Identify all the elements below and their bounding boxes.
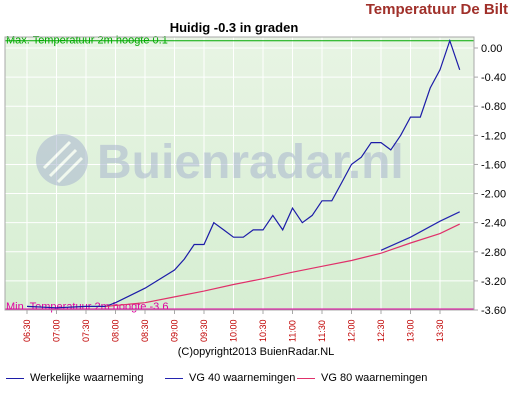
watermark-logo: Buienradar.nl [36,134,404,189]
legend-swatch-vg80 [297,377,315,379]
x-tick-label: 08:00 [111,319,121,342]
legend-label-actual: Werkelijke waarneming [30,372,144,384]
max-temperature-label: Max. Temperatuur 2m hoogte 0.1 [6,35,168,47]
x-tick-label: 12:00 [347,319,357,342]
x-tick-label: 11:00 [288,320,298,342]
legend-item-vg40: VG 40 waarnemingen [165,371,295,385]
x-tick-label: 06:30 [22,319,32,342]
x-tick-label: 08:30 [140,319,150,342]
series-vg40-line [380,211,460,251]
x-tick-label: 11:30 [317,320,327,342]
x-tick-label: 07:30 [81,319,91,342]
x-tick-label: 07:00 [52,319,62,342]
plot-border [4,36,475,311]
x-tick-label: 10:30 [258,319,268,342]
y-tick-label: -2.40 [481,218,506,230]
legend-label-vg40: VG 40 waarnemingen [189,372,296,384]
series-vg80-line [105,223,460,307]
chart-title: Huidig -0.3 in graden [170,20,299,35]
legend-label-vg80: VG 80 waarnemingen [321,372,428,384]
y-tick-label: -3.20 [481,276,506,288]
y-tick-label: -2.00 [481,189,506,201]
copyright-text: (C)opyright2013 BuienRadar.NL [177,346,335,358]
y-tick-label: -0.40 [481,72,506,84]
legend-item-vg80: VG 80 waarnemingen [297,371,427,385]
y-tick-label: 0.00 [481,43,502,55]
series-actual-line [26,38,461,309]
y-tick-label: -0.80 [481,101,506,113]
x-tick-label: 10:00 [229,319,239,342]
x-axis: 06:30 07:00 07:30 08:00 08:30 09:00 09:30 10:00… [22,310,445,342]
legend-item-actual: Werkelijke waarneming [6,371,144,385]
y-axis: 0.00 -0.40 -0.80 -1.20 -1.60 -2.00 -2.40 -2.80 -… [474,43,506,317]
x-tick-label: 12:30 [376,319,386,342]
legend-swatch-vg40 [165,377,183,379]
y-tick-label: -1.20 [481,130,506,142]
x-tick-label: 13:00 [406,319,416,342]
y-tick-label: -2.80 [481,247,506,259]
header-title: Temperatuur De Bilt [365,1,508,18]
y-tick-label: -1.60 [481,159,506,171]
y-tick-label: -3.60 [481,305,506,317]
x-tick-label: 13:30 [435,319,445,342]
x-tick-label: 09:30 [199,319,209,342]
legend-swatch-actual [6,377,24,379]
x-tick-label: 09:00 [170,319,180,342]
watermark-text: Buienradar.nl [97,136,404,189]
